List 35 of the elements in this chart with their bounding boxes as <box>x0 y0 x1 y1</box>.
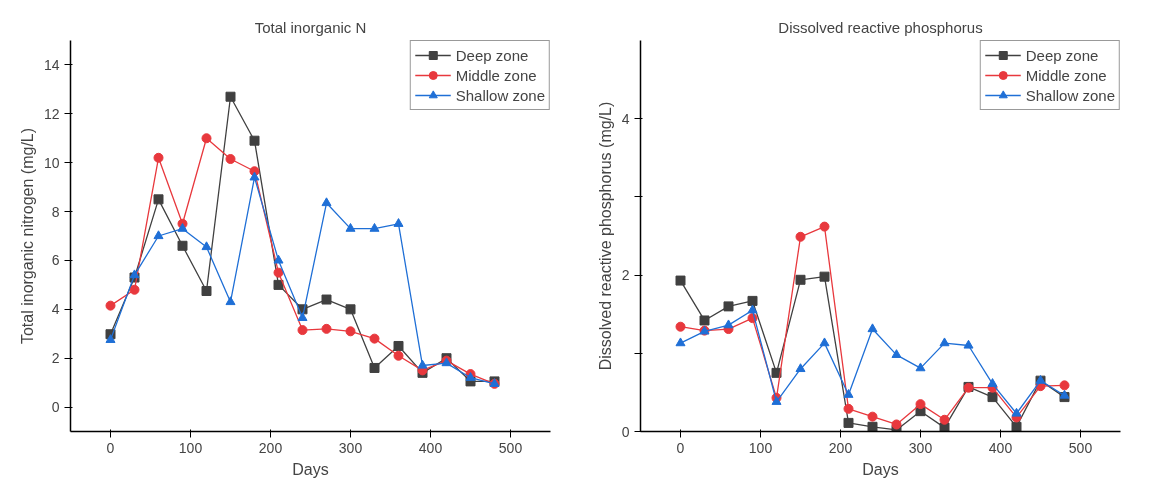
x-tick-label: 200 <box>258 439 283 456</box>
x-axis-title: Days <box>862 460 899 478</box>
legend-label: Deep zone <box>455 46 529 64</box>
y-tick-label: 12 <box>43 105 60 122</box>
legend-label: Shallow zone <box>1025 86 1115 104</box>
x-tick-label: 500 <box>498 439 523 456</box>
x-axis-title: Days <box>292 460 329 478</box>
x-tick-label: 100 <box>178 439 203 456</box>
y-tick-label: 0 <box>51 399 60 416</box>
y-axis-title: Dissolved reactive phosphorus (mg/L) <box>596 101 614 371</box>
legend-label: Middle zone <box>455 66 537 84</box>
x-tick-label: 0 <box>676 439 685 456</box>
x-tick-label: 400 <box>418 439 443 456</box>
x-tick-label: 300 <box>338 439 363 456</box>
chart-title: Dissolved reactive phosphorus <box>778 18 983 36</box>
y-tick-label: 2 <box>51 350 60 367</box>
x-tick-label: 0 <box>106 439 115 456</box>
legend-label: Deep zone <box>1025 46 1099 64</box>
y-tick-label: 8 <box>51 203 60 220</box>
x-tick-label: 100 <box>748 439 773 456</box>
x-tick-label: 300 <box>908 439 933 456</box>
y-tick-label: 4 <box>621 110 630 127</box>
y-tick-label: 4 <box>51 301 60 318</box>
y-tick-label: 10 <box>43 154 60 171</box>
x-tick-label: 200 <box>828 439 853 456</box>
x-tick-label: 400 <box>988 439 1013 456</box>
chart-title: Total inorganic N <box>254 18 367 36</box>
y-tick-label: 2 <box>621 267 630 284</box>
y-tick-label: 0 <box>621 423 630 440</box>
y-axis-title: Total inorganic nitrogen (mg/L) <box>18 127 36 345</box>
legend-label: Shallow zone <box>455 86 545 104</box>
x-tick-label: 500 <box>1068 439 1093 456</box>
legend-label: Middle zone <box>1025 66 1107 84</box>
y-tick-label: 14 <box>43 56 60 73</box>
y-tick-label: 6 <box>51 252 60 269</box>
